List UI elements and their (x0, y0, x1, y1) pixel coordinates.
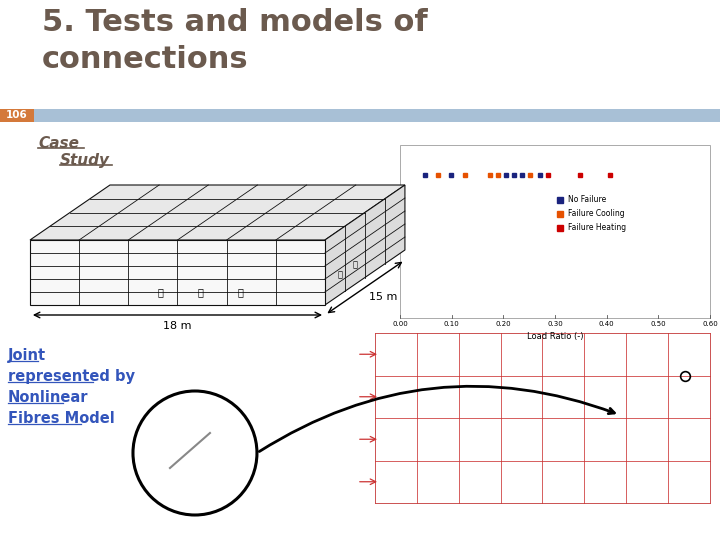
Text: Fibres Model: Fibres Model (8, 411, 114, 426)
Text: Load Ratio (-): Load Ratio (-) (526, 332, 583, 341)
Bar (0, 109, 34, 122)
Text: 5. Tests and models of: 5. Tests and models of (42, 8, 428, 37)
Text: connections: connections (42, 45, 248, 74)
Polygon shape (30, 185, 405, 240)
Text: 0.10: 0.10 (444, 321, 459, 327)
Bar (400, 145, 710, 318)
Text: Joint: Joint (8, 348, 46, 363)
Text: 0.20: 0.20 (495, 321, 511, 327)
Text: represented by: represented by (8, 369, 135, 384)
Text: Case: Case (38, 136, 79, 151)
Polygon shape (325, 185, 405, 305)
Text: 🔥: 🔥 (237, 287, 243, 297)
Polygon shape (30, 240, 325, 305)
Text: 18 m: 18 m (163, 321, 192, 331)
Text: Nonlinear: Nonlinear (8, 390, 89, 405)
Text: 🔥: 🔥 (197, 287, 203, 297)
Text: 0.40: 0.40 (599, 321, 614, 327)
Text: 🔥: 🔥 (352, 260, 357, 269)
Text: No Failure: No Failure (568, 195, 606, 205)
Text: 🔥: 🔥 (157, 287, 163, 297)
Text: 0.00: 0.00 (392, 321, 408, 327)
Text: 0.60: 0.60 (702, 321, 718, 327)
Text: 0.50: 0.50 (650, 321, 666, 327)
Text: 0.30: 0.30 (547, 321, 563, 327)
Bar (0, 109, 720, 122)
Text: 🔥: 🔥 (338, 271, 343, 280)
Text: Failure Heating: Failure Heating (568, 224, 626, 233)
Text: 106: 106 (6, 111, 28, 120)
Text: Failure Cooling: Failure Cooling (568, 210, 624, 219)
Text: Study: Study (60, 153, 110, 168)
Bar (375, 333, 710, 503)
Text: 15 m: 15 m (369, 293, 397, 302)
